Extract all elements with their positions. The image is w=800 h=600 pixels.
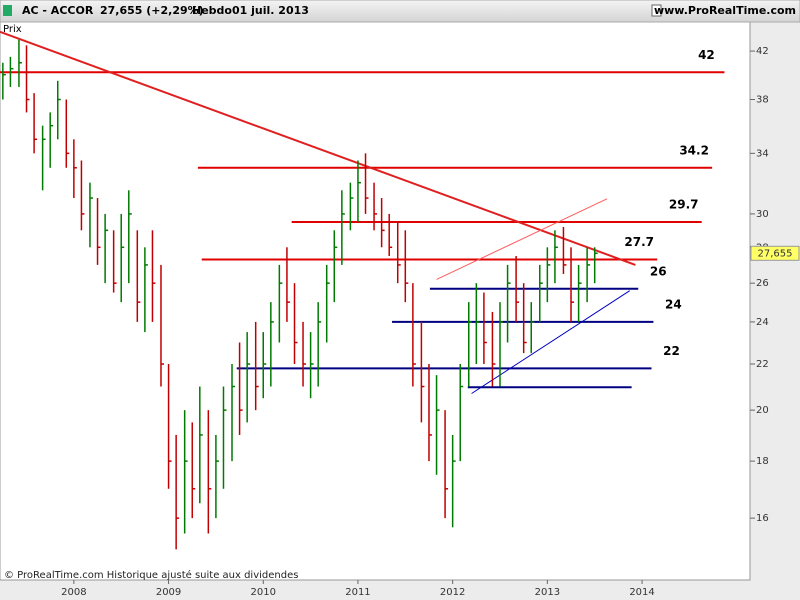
x-tick-label: 2008 [61,587,86,598]
last-price-label: 27,655 [758,248,793,259]
x-tick-label: 2013 [535,587,560,598]
period: Hebdo [192,4,232,17]
y-tick-label: 26 [756,278,769,289]
site: www.ProRealTime.com [654,4,796,17]
y-tick-label: 24 [756,317,769,328]
y-tick-label: 34 [756,148,769,159]
y-tick-label: 38 [756,95,769,106]
footer: © ProRealTime.com Historique ajusté suit… [4,569,298,581]
y-tick-label: 42 [756,46,769,57]
trend-line [0,30,636,266]
level-label: 26 [650,264,667,278]
y-tick-label: 16 [756,513,769,524]
x-tick-label: 2011 [345,587,370,598]
y-tick-label: 30 [756,209,769,220]
x-tick-label: 2009 [156,587,181,598]
plot-area [0,21,751,581]
level-label: 34.2 [679,143,709,157]
window-button[interactable] [651,4,662,17]
x-tick-label: 2010 [251,587,276,598]
date: 01 juil. 2013 [232,4,309,17]
last-price-box [750,245,800,261]
last-change: 27,655 (+2,29%) [100,4,204,17]
level-label: 27.7 [624,235,654,249]
level-label: 22 [663,344,680,358]
chart-title: AC - ACCOR [22,4,94,17]
level-label: 29.7 [669,198,699,212]
y-tick-label: 22 [756,359,769,370]
y-axis-label: Prix [3,24,22,35]
trend-line [471,290,631,394]
level-label: 24 [665,297,682,311]
header-icon [3,5,12,16]
level-label: 42 [698,48,715,62]
trend-line [436,198,608,280]
header-bar [0,0,800,23]
y-tick-label: 20 [756,405,769,416]
x-tick-label: 2014 [629,587,654,598]
x-tick-label: 2012 [440,587,465,598]
y-tick-label: 18 [756,456,769,467]
